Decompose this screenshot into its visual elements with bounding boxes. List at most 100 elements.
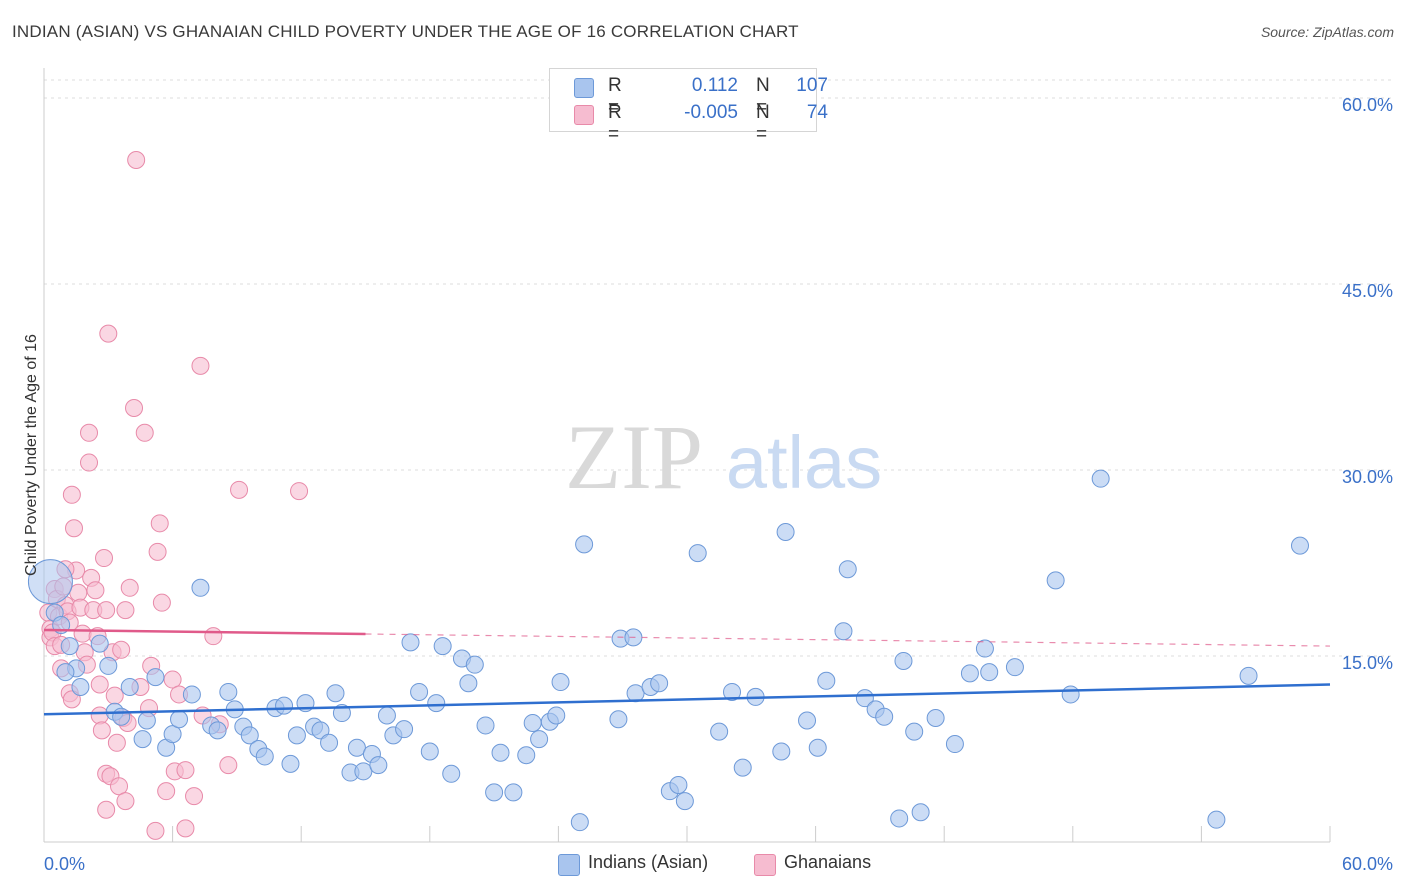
indians-point <box>90 634 109 653</box>
ghanaians-point <box>219 756 238 775</box>
indians-point <box>354 762 373 781</box>
legend-label-indians: Indians (Asian) <box>588 852 709 872</box>
watermark-atlas: atlas <box>726 421 882 504</box>
indians-point <box>170 710 189 729</box>
indians-point <box>1207 810 1226 829</box>
legend-n-label: N = <box>756 102 770 145</box>
ghanaians-trend-line-dashed <box>365 633 1331 647</box>
indians-point <box>476 716 495 735</box>
ghanaians-point <box>80 453 99 472</box>
indians-point <box>60 637 79 656</box>
tick-labels: 15.0% 30.0% 45.0% 60.0% 0.0% 60.0% <box>44 95 1393 874</box>
indians-point <box>347 738 366 757</box>
indians-point <box>1005 658 1024 677</box>
indians-point <box>71 678 90 696</box>
indians-point <box>975 639 994 658</box>
ghanaians-point <box>73 624 92 643</box>
x-tick-label: 60.0% <box>1342 854 1393 874</box>
ghanaians-point <box>65 519 84 538</box>
source-label: Source: ZipAtlas.com <box>1260 24 1394 40</box>
indians-point <box>410 682 429 701</box>
indians-point <box>275 696 294 715</box>
indians-point <box>377 706 396 725</box>
chart-title: INDIAN (ASIAN) VS GHANAIAN CHILD POVERTY… <box>12 22 799 41</box>
ghanaians-point <box>90 706 109 725</box>
indians-point <box>517 746 536 765</box>
indians-point <box>547 706 566 725</box>
ghanaians-point <box>86 581 105 600</box>
ghanaians-point <box>62 690 81 709</box>
indians-point <box>650 674 669 693</box>
ghanaians-point <box>99 324 118 343</box>
ghanaians-point <box>80 423 99 442</box>
legend-label-ghanaians: Ghanaians <box>784 852 872 872</box>
indians-point <box>320 733 339 752</box>
ghanaians-point <box>146 821 165 840</box>
indians-point <box>1239 666 1258 685</box>
indians-point <box>281 754 300 773</box>
indians-point <box>817 671 836 690</box>
indians-point <box>311 721 330 740</box>
indians-point <box>575 535 594 554</box>
ghanaians-point <box>105 686 124 705</box>
indians-point <box>551 673 570 692</box>
indians-point <box>834 622 853 641</box>
ghanaians-point <box>116 601 135 620</box>
y-tick-label: 30.0% <box>1342 467 1393 487</box>
indians-point <box>287 726 306 745</box>
indians-point <box>491 743 510 762</box>
indians-point <box>369 756 388 775</box>
y-tick-label: 45.0% <box>1342 281 1393 301</box>
indians-point <box>626 684 645 703</box>
legend-n-label: N = <box>756 75 770 118</box>
ghanaians-point <box>125 399 144 417</box>
ghanaians-point <box>191 356 210 375</box>
watermark: ZIP atlas <box>565 406 882 508</box>
indians-point <box>945 735 964 754</box>
indians-point <box>798 711 817 730</box>
legend-swatch-pink <box>574 105 594 125</box>
ghanaians-point <box>69 583 88 602</box>
indians-point <box>208 721 227 740</box>
indians-point <box>27 559 73 605</box>
ghanaians-point <box>62 485 81 504</box>
ghanaians-point <box>176 819 195 838</box>
ghanaians-point <box>112 640 131 659</box>
indians-point <box>772 742 791 761</box>
indians-point <box>133 730 152 749</box>
legend-swatch-pink <box>754 854 776 876</box>
ghanaians-point <box>176 761 195 780</box>
legend-swatch-blue <box>558 854 580 876</box>
indians-point <box>523 713 542 732</box>
indians-point <box>120 678 139 696</box>
stats-legend: R = 0.112 N = 107 R = -0.005 N = 74 <box>549 68 828 145</box>
ghanaians-point <box>127 151 146 169</box>
legend-n-value: 107 <box>796 75 828 96</box>
indians-point <box>219 682 238 701</box>
indians-point <box>137 711 156 730</box>
indians-points <box>27 469 1309 832</box>
y-axis-label: Child Poverty Under the Age of 16 <box>23 334 40 576</box>
x-tick-label: 0.0% <box>44 854 85 874</box>
indians-point <box>1046 571 1065 590</box>
indians-point <box>56 663 75 682</box>
indians-point <box>395 720 414 739</box>
indians-trend-line <box>43 683 1331 716</box>
ghanaians-point <box>152 593 171 612</box>
indians-point <box>855 689 874 708</box>
indians-point <box>926 709 945 727</box>
y-tick-label: 15.0% <box>1342 653 1393 673</box>
indians-point <box>905 722 924 741</box>
indians-point <box>808 738 827 757</box>
ghanaians-point <box>157 782 176 801</box>
indians-point <box>255 747 274 766</box>
ghanaians-point <box>107 733 126 752</box>
indians-point <box>980 663 999 682</box>
legend-r-label: R = <box>608 102 622 145</box>
trend-lines <box>43 628 1331 716</box>
indians-point <box>710 722 729 741</box>
indians-point <box>433 637 452 656</box>
ghanaians-trend-line <box>43 628 366 636</box>
indians-point <box>459 674 478 693</box>
